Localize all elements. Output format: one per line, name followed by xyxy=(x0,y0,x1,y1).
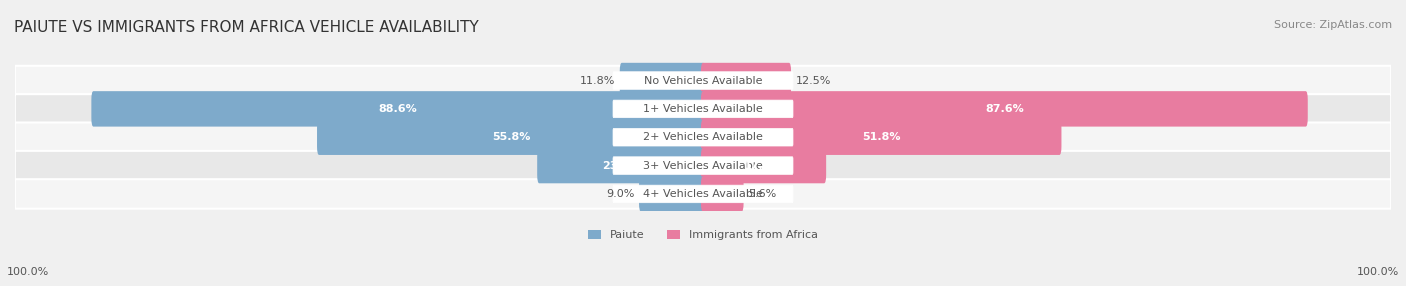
Text: 5.6%: 5.6% xyxy=(748,189,776,199)
FancyBboxPatch shape xyxy=(702,176,744,212)
FancyBboxPatch shape xyxy=(15,179,1391,209)
Text: 2+ Vehicles Available: 2+ Vehicles Available xyxy=(643,132,763,142)
Text: 4+ Vehicles Available: 4+ Vehicles Available xyxy=(643,189,763,199)
FancyBboxPatch shape xyxy=(15,151,1391,180)
Text: 87.6%: 87.6% xyxy=(986,104,1024,114)
FancyBboxPatch shape xyxy=(638,176,704,212)
FancyBboxPatch shape xyxy=(702,148,827,183)
Text: PAIUTE VS IMMIGRANTS FROM AFRICA VEHICLE AVAILABILITY: PAIUTE VS IMMIGRANTS FROM AFRICA VEHICLE… xyxy=(14,20,479,35)
Text: 12.5%: 12.5% xyxy=(796,76,831,86)
FancyBboxPatch shape xyxy=(613,185,793,203)
FancyBboxPatch shape xyxy=(316,120,704,155)
Text: 51.8%: 51.8% xyxy=(862,132,900,142)
FancyBboxPatch shape xyxy=(537,148,704,183)
Text: Source: ZipAtlas.com: Source: ZipAtlas.com xyxy=(1274,20,1392,30)
FancyBboxPatch shape xyxy=(702,91,1308,127)
Text: 100.0%: 100.0% xyxy=(7,267,49,277)
FancyBboxPatch shape xyxy=(15,122,1391,152)
FancyBboxPatch shape xyxy=(613,100,793,118)
Text: 100.0%: 100.0% xyxy=(1357,267,1399,277)
Text: 55.8%: 55.8% xyxy=(492,132,530,142)
FancyBboxPatch shape xyxy=(613,72,793,89)
Legend: Paiute, Immigrants from Africa: Paiute, Immigrants from Africa xyxy=(588,230,818,240)
Text: 9.0%: 9.0% xyxy=(606,189,634,199)
FancyBboxPatch shape xyxy=(15,66,1391,95)
Text: 23.8%: 23.8% xyxy=(602,160,640,170)
FancyBboxPatch shape xyxy=(613,128,793,146)
Text: No Vehicles Available: No Vehicles Available xyxy=(644,76,762,86)
FancyBboxPatch shape xyxy=(702,120,1062,155)
FancyBboxPatch shape xyxy=(15,94,1391,124)
Text: 3+ Vehicles Available: 3+ Vehicles Available xyxy=(643,160,763,170)
Text: 17.6%: 17.6% xyxy=(744,160,783,170)
FancyBboxPatch shape xyxy=(613,157,793,174)
Text: 11.8%: 11.8% xyxy=(579,76,614,86)
FancyBboxPatch shape xyxy=(91,91,704,127)
FancyBboxPatch shape xyxy=(702,63,792,98)
Text: 1+ Vehicles Available: 1+ Vehicles Available xyxy=(643,104,763,114)
Text: 88.6%: 88.6% xyxy=(378,104,418,114)
FancyBboxPatch shape xyxy=(620,63,704,98)
